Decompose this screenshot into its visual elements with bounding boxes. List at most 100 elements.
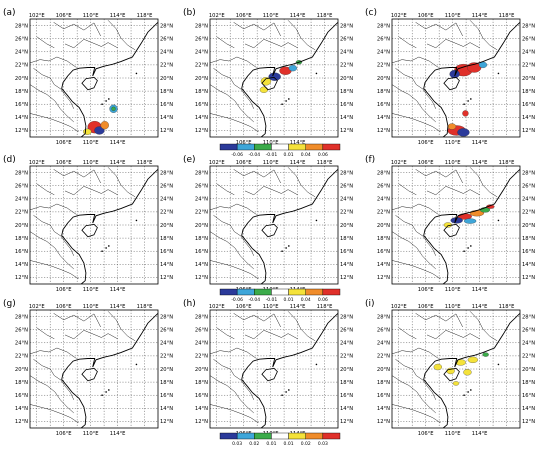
province-border bbox=[287, 311, 316, 342]
colorbar-swatch bbox=[322, 288, 341, 296]
lat-tick-label: 18°N bbox=[377, 89, 390, 95]
map-frame bbox=[29, 165, 159, 285]
hainan-island bbox=[81, 367, 98, 382]
province-border bbox=[415, 169, 463, 184]
map-area bbox=[210, 19, 338, 137]
lat-tick-label: 28°N bbox=[522, 23, 535, 29]
island-dot bbox=[281, 250, 283, 253]
colorbar-label: 0.02 bbox=[301, 441, 311, 447]
province-border bbox=[213, 358, 255, 400]
colorbar-swatch bbox=[271, 288, 289, 296]
province-border bbox=[30, 113, 79, 133]
lat-tick-label: 16°N bbox=[15, 393, 28, 399]
lat-tick-label: 14°N bbox=[160, 406, 173, 412]
lat-tick-label: 24°N bbox=[522, 50, 535, 56]
lat-tick-label: 24°N bbox=[340, 341, 353, 347]
province-border bbox=[395, 358, 437, 400]
lat-tick-label: 24°N bbox=[195, 197, 208, 203]
island-dot bbox=[470, 245, 472, 247]
island-dot bbox=[288, 98, 290, 100]
lat-tick-label: 16°N bbox=[340, 393, 353, 399]
lon-tick-label: 106°E bbox=[236, 304, 252, 310]
lon-tick-label: 114°E bbox=[110, 140, 126, 146]
lon-tick-label: 102°E bbox=[29, 13, 45, 19]
lat-tick-label: 16°N bbox=[340, 102, 353, 108]
lat-tick-label: 26°N bbox=[377, 327, 390, 333]
province-border bbox=[244, 39, 298, 49]
lat-tick-label: 20°N bbox=[522, 76, 535, 82]
lat-tick-label: 14°N bbox=[340, 262, 353, 268]
lon-tick-label: 106°E bbox=[56, 160, 72, 166]
hainan-island bbox=[443, 367, 460, 382]
province-border bbox=[392, 113, 441, 133]
province-border bbox=[392, 260, 441, 280]
province-border bbox=[210, 260, 259, 280]
lon-tick-label: 106°E bbox=[418, 287, 434, 293]
province-border bbox=[33, 214, 75, 256]
field-contour bbox=[486, 204, 495, 209]
lon-tick-label: 110°E bbox=[263, 160, 279, 166]
province-border bbox=[107, 20, 136, 51]
panel-label: (d) bbox=[3, 155, 16, 165]
lon-tick-label: 118°E bbox=[317, 13, 333, 19]
lat-tick-label: 18°N bbox=[160, 89, 173, 95]
province-border bbox=[107, 167, 136, 198]
map-area bbox=[30, 19, 158, 137]
map-frame bbox=[209, 309, 339, 429]
lon-tick-label: 102°E bbox=[209, 304, 225, 310]
colorbar-label: 0.01 bbox=[266, 441, 276, 447]
lat-tick-label: 26°N bbox=[340, 327, 353, 333]
province-border bbox=[30, 347, 77, 359]
colorbar-swatch bbox=[288, 432, 306, 440]
lat-tick-label: 20°N bbox=[340, 367, 353, 373]
lat-tick-label: 22°N bbox=[340, 354, 353, 360]
province-border bbox=[395, 67, 437, 109]
lat-tick-label: 18°N bbox=[340, 89, 353, 95]
lat-tick-label: 14°N bbox=[195, 406, 208, 412]
lon-tick-label: 118°E bbox=[137, 304, 153, 310]
province-border bbox=[392, 203, 439, 215]
province-border bbox=[210, 347, 257, 359]
lat-tick-label: 12°N bbox=[340, 419, 353, 425]
lat-tick-label: 24°N bbox=[160, 341, 173, 347]
province-border bbox=[392, 56, 439, 68]
lat-tick-label: 20°N bbox=[377, 367, 390, 373]
panel-label: (c) bbox=[365, 8, 377, 18]
lat-tick-label: 14°N bbox=[340, 406, 353, 412]
lat-tick-label: 18°N bbox=[522, 236, 535, 242]
lon-tick-label: 114°E bbox=[290, 304, 306, 310]
lat-tick-label: 26°N bbox=[522, 183, 535, 189]
lat-tick-label: 22°N bbox=[340, 210, 353, 216]
lat-tick-label: 24°N bbox=[377, 341, 390, 347]
lat-tick-label: 16°N bbox=[377, 249, 390, 255]
colorbar-swatch bbox=[254, 288, 272, 296]
lat-tick-label: 22°N bbox=[377, 354, 390, 360]
lat-tick-label: 14°N bbox=[522, 406, 535, 412]
lat-tick-label: 14°N bbox=[522, 262, 535, 268]
lat-tick-label: 24°N bbox=[15, 341, 28, 347]
lat-tick-label: 12°N bbox=[195, 275, 208, 281]
province-border bbox=[415, 313, 463, 328]
lat-tick-label: 28°N bbox=[340, 23, 353, 29]
colorbar-label: 0.04 bbox=[301, 297, 311, 303]
lat-tick-label: 28°N bbox=[160, 170, 173, 176]
island-dot bbox=[105, 391, 107, 393]
colorbar-swatch bbox=[254, 143, 272, 151]
lat-tick-label: 18°N bbox=[15, 380, 28, 386]
province-border bbox=[210, 404, 259, 424]
province-border bbox=[216, 327, 235, 340]
lat-tick-label: 14°N bbox=[340, 115, 353, 121]
lon-tick-label: 114°E bbox=[110, 304, 126, 310]
map-panel-b: (b) 102°E 106°E 110°E 114°E 118°E 106°E 110°E 11… bbox=[183, 8, 353, 146]
lon-tick-label: 106°E bbox=[236, 140, 252, 146]
lat-tick-label: 24°N bbox=[522, 197, 535, 203]
coastline bbox=[423, 21, 520, 137]
lat-tick-label: 22°N bbox=[15, 63, 28, 69]
lat-tick-label: 12°N bbox=[377, 275, 390, 281]
lat-tick-label: 20°N bbox=[15, 223, 28, 229]
lat-tick-label: 24°N bbox=[15, 50, 28, 56]
lat-tick-label: 20°N bbox=[160, 223, 173, 229]
map-area bbox=[30, 166, 158, 284]
lon-tick-label: 102°E bbox=[391, 13, 407, 19]
lat-tick-label: 24°N bbox=[522, 341, 535, 347]
